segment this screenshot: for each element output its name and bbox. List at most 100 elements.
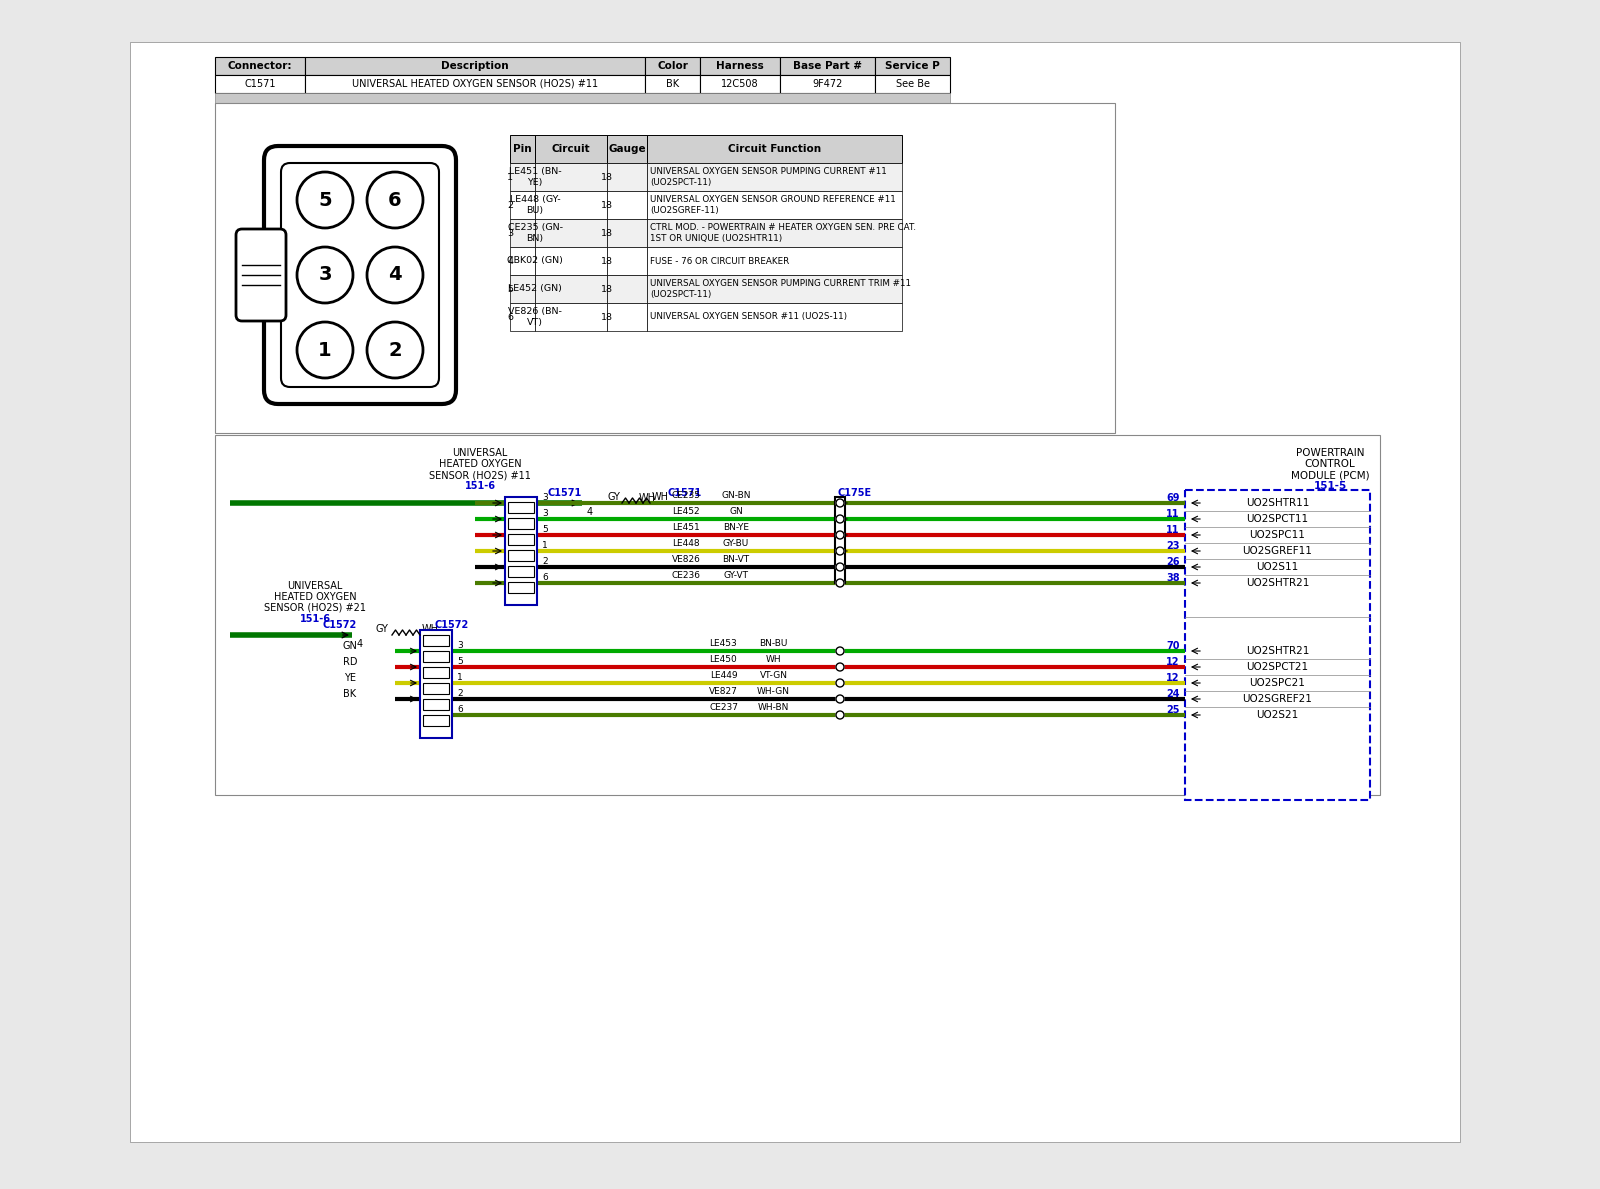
Text: WH: WH bbox=[421, 624, 438, 634]
Bar bbox=[646, 163, 902, 191]
FancyBboxPatch shape bbox=[264, 146, 456, 404]
Text: LE450: LE450 bbox=[710, 655, 738, 665]
Bar bbox=[645, 57, 701, 75]
Bar bbox=[645, 75, 701, 93]
Text: CE235: CE235 bbox=[672, 491, 701, 501]
Text: LE453: LE453 bbox=[710, 640, 738, 648]
Text: 4: 4 bbox=[389, 265, 402, 284]
Text: 151-6: 151-6 bbox=[464, 482, 496, 491]
Text: 6: 6 bbox=[389, 190, 402, 209]
Bar bbox=[510, 136, 534, 163]
Text: SENSOR (HO2S) #21: SENSOR (HO2S) #21 bbox=[264, 603, 366, 614]
Bar bbox=[214, 435, 1379, 795]
Text: WH-BN: WH-BN bbox=[758, 704, 789, 712]
Text: 18: 18 bbox=[602, 228, 613, 238]
Text: 5: 5 bbox=[318, 190, 331, 209]
Text: 3: 3 bbox=[542, 493, 547, 503]
Text: 3: 3 bbox=[542, 510, 547, 518]
Bar bbox=[214, 57, 306, 75]
Text: UNIVERSAL OXYGEN SENSOR GROUND REFERENCE #11
(UO2SGREF-11): UNIVERSAL OXYGEN SENSOR GROUND REFERENCE… bbox=[650, 195, 896, 215]
Bar bbox=[646, 303, 902, 331]
Bar bbox=[606, 191, 646, 219]
Bar bbox=[422, 667, 450, 678]
Text: LE452: LE452 bbox=[672, 508, 699, 516]
Bar bbox=[510, 303, 534, 331]
Text: GY-BU: GY-BU bbox=[723, 540, 749, 548]
Text: UO2SPC21: UO2SPC21 bbox=[1250, 678, 1306, 688]
Circle shape bbox=[835, 499, 845, 507]
Text: 11: 11 bbox=[1166, 509, 1179, 520]
Text: 6: 6 bbox=[542, 573, 547, 583]
Text: 2: 2 bbox=[542, 558, 547, 566]
Text: Color: Color bbox=[658, 61, 688, 71]
Bar bbox=[510, 163, 534, 191]
Bar bbox=[606, 219, 646, 247]
Bar bbox=[510, 219, 534, 247]
Text: 12C508: 12C508 bbox=[722, 78, 758, 89]
Text: UNIVERSAL HEATED OXYGEN SENSOR (HO2S) #11: UNIVERSAL HEATED OXYGEN SENSOR (HO2S) #1… bbox=[352, 78, 598, 89]
Text: BN-YE: BN-YE bbox=[723, 523, 749, 533]
Bar bbox=[606, 163, 646, 191]
Text: BN-BU: BN-BU bbox=[760, 640, 787, 648]
Text: Harness: Harness bbox=[717, 61, 763, 71]
Text: GN: GN bbox=[342, 641, 357, 652]
Text: CE235 (GN-
BN): CE235 (GN- BN) bbox=[507, 224, 563, 243]
Text: 26: 26 bbox=[1166, 556, 1179, 567]
Text: GY: GY bbox=[376, 624, 389, 634]
Bar bbox=[534, 191, 606, 219]
Text: 25: 25 bbox=[1166, 705, 1179, 715]
Bar bbox=[781, 75, 875, 93]
Text: Circuit Function: Circuit Function bbox=[728, 144, 821, 155]
Bar bbox=[534, 247, 606, 275]
Text: C1571: C1571 bbox=[547, 487, 582, 498]
Text: UNIVERSAL: UNIVERSAL bbox=[453, 448, 507, 458]
Text: LE448 (GY-
BU): LE448 (GY- BU) bbox=[510, 195, 560, 215]
FancyBboxPatch shape bbox=[237, 229, 286, 321]
Text: VE826: VE826 bbox=[672, 555, 701, 565]
Text: VT-GN: VT-GN bbox=[760, 672, 787, 680]
Text: 151-6: 151-6 bbox=[299, 614, 331, 624]
Text: BK: BK bbox=[518, 556, 531, 567]
Text: GN: GN bbox=[730, 508, 742, 516]
Text: CBK02 (GN): CBK02 (GN) bbox=[507, 257, 563, 265]
Text: C1571: C1571 bbox=[667, 487, 702, 498]
Text: UO2S21: UO2S21 bbox=[1256, 710, 1299, 721]
Bar bbox=[534, 163, 606, 191]
Text: RD: RD bbox=[518, 526, 533, 535]
Bar bbox=[422, 699, 450, 710]
Text: HEATED OXYGEN: HEATED OXYGEN bbox=[438, 459, 522, 468]
Bar bbox=[534, 275, 606, 303]
Text: Pin: Pin bbox=[514, 144, 531, 155]
Text: SENSOR (HO2S) #11: SENSOR (HO2S) #11 bbox=[429, 470, 531, 480]
Bar bbox=[606, 247, 646, 275]
Text: UO2SHTR21: UO2SHTR21 bbox=[1246, 646, 1309, 656]
Text: 5: 5 bbox=[458, 658, 462, 667]
Text: 2: 2 bbox=[507, 201, 514, 209]
Bar bbox=[606, 303, 646, 331]
Text: Gauge: Gauge bbox=[608, 144, 646, 155]
Bar bbox=[509, 581, 534, 593]
Text: WH: WH bbox=[638, 493, 656, 503]
Text: 38: 38 bbox=[1166, 573, 1179, 583]
Text: Circuit: Circuit bbox=[552, 144, 590, 155]
Text: GY-VT: GY-VT bbox=[723, 572, 749, 580]
Text: LE451: LE451 bbox=[672, 523, 699, 533]
Text: C1571: C1571 bbox=[245, 78, 275, 89]
Text: CE237: CE237 bbox=[709, 704, 738, 712]
Bar bbox=[422, 635, 450, 646]
Text: 18: 18 bbox=[602, 172, 613, 182]
Bar bbox=[534, 303, 606, 331]
Text: 5: 5 bbox=[542, 526, 547, 535]
Text: 3: 3 bbox=[458, 642, 462, 650]
Text: See Be: See Be bbox=[896, 78, 930, 89]
Text: CE236: CE236 bbox=[672, 572, 701, 580]
Bar bbox=[506, 497, 538, 605]
Text: YE: YE bbox=[344, 673, 355, 682]
Bar bbox=[509, 534, 534, 545]
Bar bbox=[509, 551, 534, 561]
Text: 9F472: 9F472 bbox=[813, 78, 843, 89]
Bar bbox=[306, 75, 645, 93]
Text: 3: 3 bbox=[507, 228, 514, 238]
Text: UNIVERSAL OXYGEN SENSOR PUMPING CURRENT #11
(UO2SPCT-11): UNIVERSAL OXYGEN SENSOR PUMPING CURRENT … bbox=[650, 168, 886, 187]
Circle shape bbox=[835, 679, 845, 687]
